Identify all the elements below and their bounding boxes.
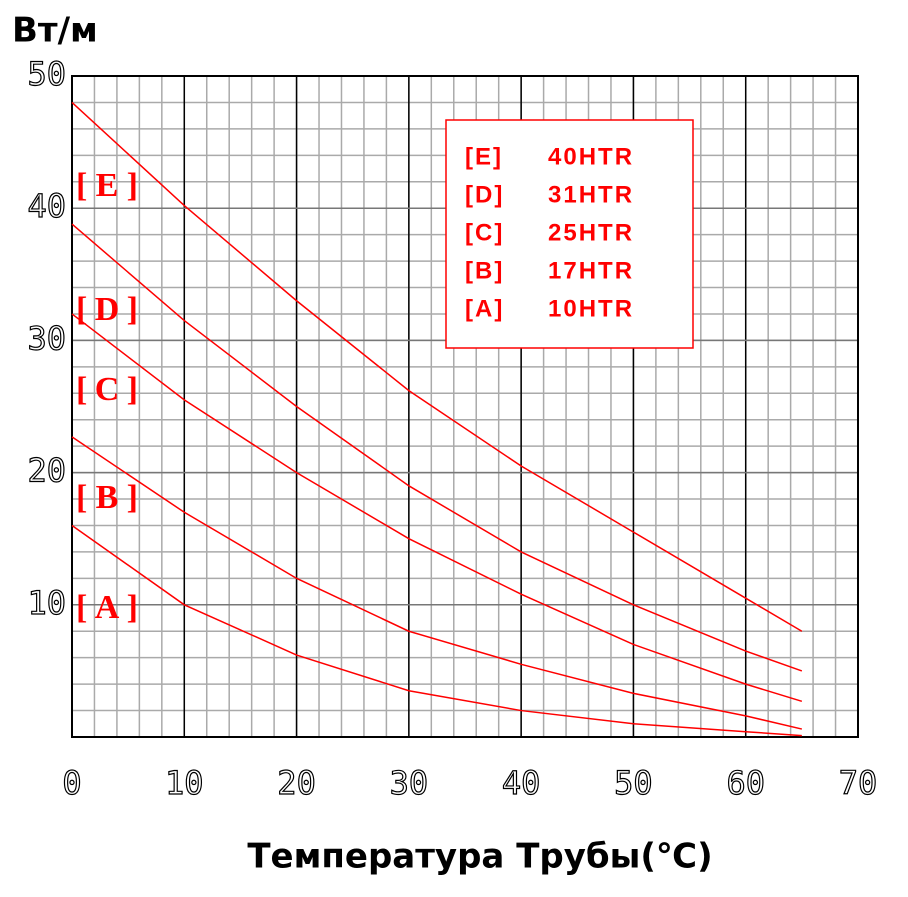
legend-model: 17HTR (548, 257, 634, 284)
series-label: [C] (76, 371, 138, 408)
line-series (71, 223, 803, 672)
x-tick-label: 10 (165, 764, 204, 802)
line-series (71, 436, 803, 730)
x-tick-label: 0 (62, 764, 81, 802)
x-tick-label: 50 (614, 764, 653, 802)
series-label: [B] (76, 479, 138, 516)
y-tick-label: 10 (27, 584, 66, 622)
legend-name: [A] (465, 295, 504, 322)
x-tick-label: 40 (502, 764, 541, 802)
line-series (71, 524, 802, 737)
legend-model: 31HTR (548, 181, 634, 208)
legend-model: 25HTR (548, 219, 634, 246)
x-tick-label: 20 (277, 764, 316, 802)
legend-name: [B] (465, 257, 504, 284)
x-tick-label: 30 (390, 764, 429, 802)
plot-frame (71, 75, 859, 738)
legend-name: [C] (465, 219, 504, 246)
series-label: [A] (76, 589, 138, 626)
x-tick-label: 60 (726, 764, 765, 802)
legend-model: 40HTR (548, 143, 634, 170)
legend-model: 10HTR (548, 295, 634, 322)
y-tick-label: 40 (27, 187, 66, 225)
y-tick-label: 20 (27, 452, 66, 490)
x-tick-label: 70 (839, 764, 878, 802)
legend-name: [E] (465, 143, 503, 170)
x-axis-label: Температура Трубы(℃) (247, 837, 712, 877)
line-series (71, 101, 803, 632)
line-series (71, 313, 803, 703)
legend-box (445, 119, 694, 349)
series-label: [E] (76, 167, 138, 204)
series-label: [D] (76, 291, 138, 328)
y-tick-label: 30 (27, 319, 66, 357)
y-axis-label: Вт/м (12, 11, 98, 51)
y-tick-label: 50 (27, 55, 66, 93)
legend-name: [D] (465, 181, 504, 208)
